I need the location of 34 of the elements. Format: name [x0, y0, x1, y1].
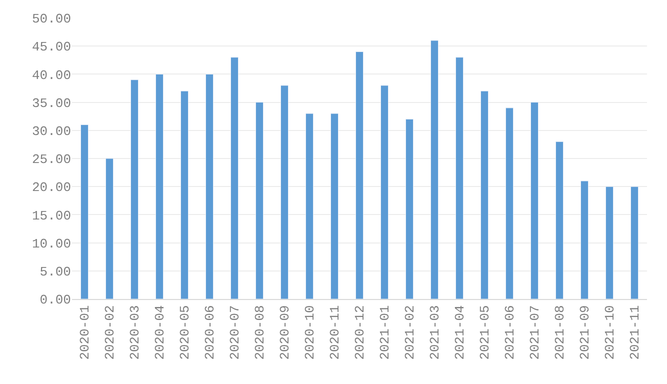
- x-tick-label: 2021-01: [378, 305, 393, 360]
- x-tick-label: 2021-09: [578, 305, 593, 360]
- x-tick-label: 2021-05: [478, 305, 493, 360]
- x-tick-label: 2021-02: [402, 305, 418, 360]
- y-tick-label: 50.00: [32, 12, 71, 27]
- x-tick-label: 2021-07: [528, 305, 543, 360]
- x-tick-label: 2020-09: [278, 305, 293, 360]
- x-tick-label: 2020-06: [202, 305, 218, 360]
- y-tick-label: 20.00: [32, 180, 71, 196]
- x-tick-label: 2020-01: [78, 305, 93, 360]
- y-tick-label: 45.00: [32, 40, 71, 55]
- x-tick-label: 2020-02: [102, 305, 118, 360]
- x-tick-label: 2020-08: [252, 305, 268, 360]
- x-tick-label: 2020-10: [302, 305, 318, 360]
- y-tick-label: 10.00: [32, 236, 71, 252]
- x-tick-label: 2020-07: [228, 305, 243, 360]
- y-tick-label: 15.00: [32, 208, 71, 224]
- x-tick-label: 2020-11: [328, 305, 343, 360]
- x-tick-label: 2021-04: [452, 305, 468, 360]
- x-tick-label: 2021-08: [552, 305, 568, 360]
- x-tick-label: 2021-03: [428, 305, 443, 360]
- x-tick-label: 2020-05: [178, 305, 193, 360]
- y-tick-label: 25.00: [32, 152, 71, 168]
- x-tick-label: 2020-03: [128, 305, 143, 360]
- x-tick-label: 2020-12: [352, 305, 368, 360]
- y-tick-label: 30.00: [32, 124, 71, 139]
- x-tick-label: 2021-11: [628, 305, 643, 360]
- y-tick-label: 0.00: [40, 292, 71, 308]
- x-tick-label: 2021-06: [502, 305, 518, 360]
- y-tick-label: 35.00: [32, 96, 71, 111]
- x-tick-label: 2020-04: [152, 305, 168, 360]
- y-tick-label: 5.00: [40, 264, 71, 280]
- y-tick-label: 40.00: [32, 68, 71, 83]
- x-tick-label: 2021-10: [602, 305, 618, 360]
